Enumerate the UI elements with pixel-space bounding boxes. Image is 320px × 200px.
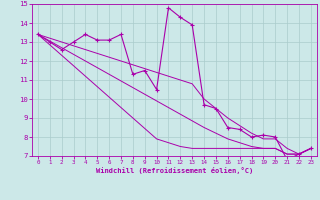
X-axis label: Windchill (Refroidissement éolien,°C): Windchill (Refroidissement éolien,°C): [96, 167, 253, 174]
